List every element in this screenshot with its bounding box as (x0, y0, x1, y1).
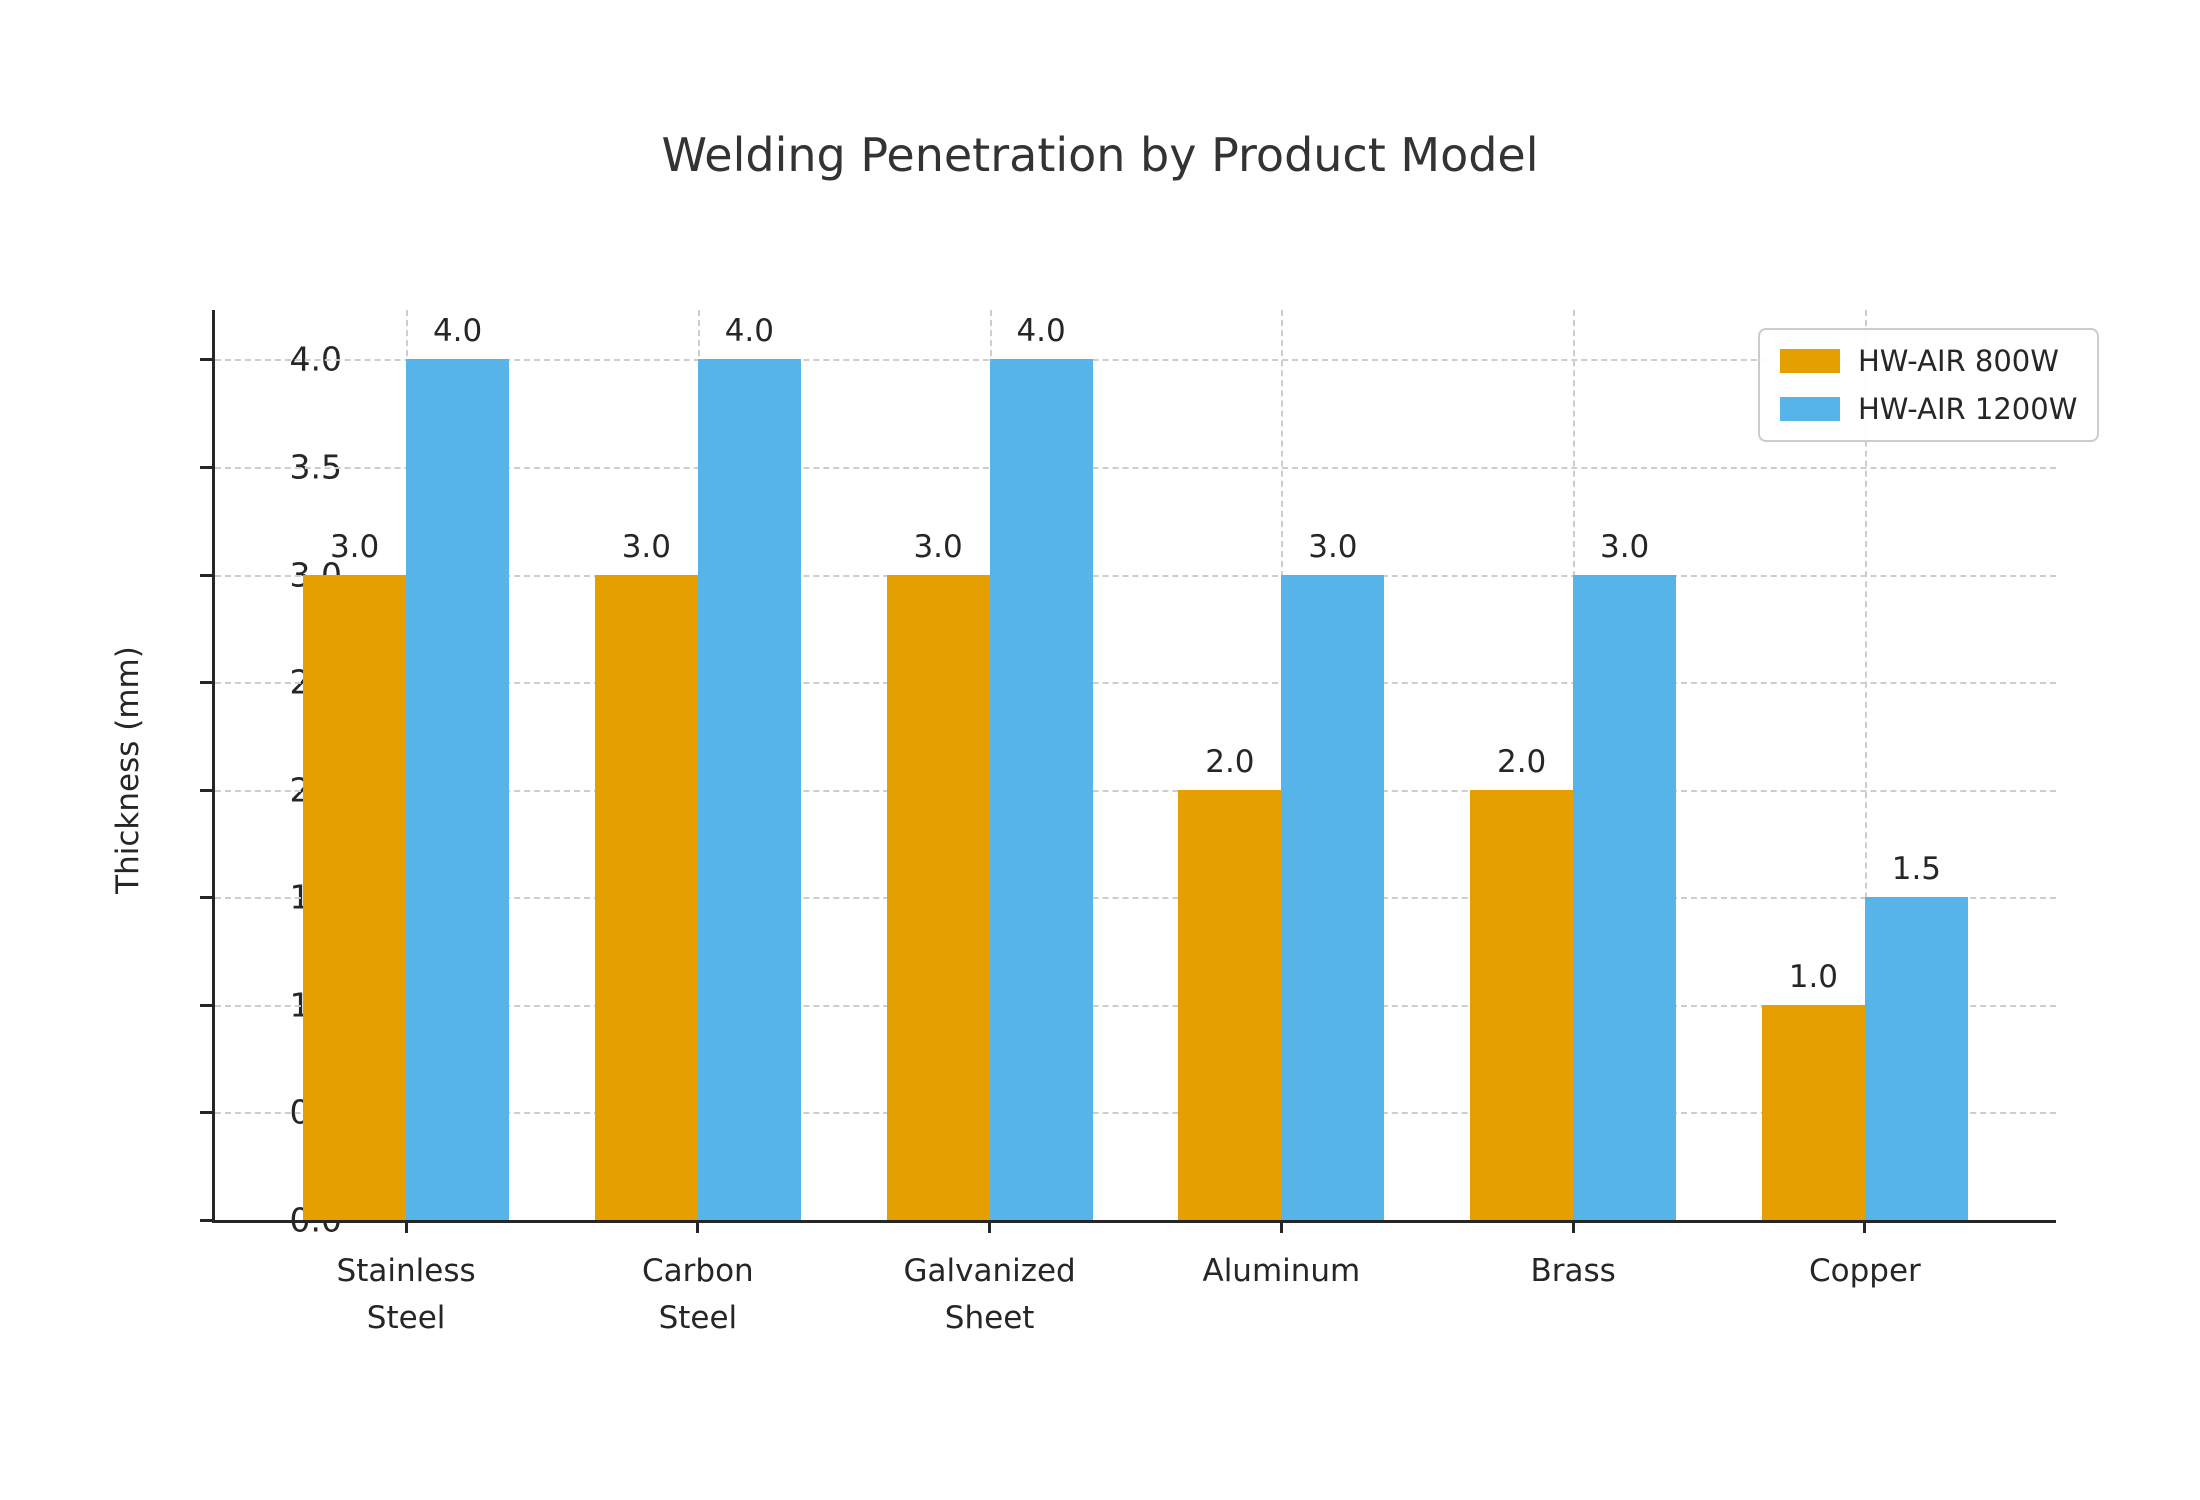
category-label-galvanized-sheet: Galvanized Sheet (903, 1253, 1076, 1336)
y-tick-mark (200, 358, 212, 362)
legend: HW-AIR 800W HW-AIR 1200W (1758, 328, 2100, 442)
bar-value-label: 3.0 (913, 528, 963, 565)
legend-swatch-icon (1780, 397, 1840, 421)
y-tick-mark (200, 788, 212, 792)
y-axis-spine (212, 310, 215, 1223)
h-gridline (215, 682, 2056, 685)
bar-hw-air-800w (1470, 789, 1574, 1220)
y-tick-mark (200, 573, 212, 577)
bar-value-label: 4.0 (724, 313, 775, 350)
plot-area: 3.0 4.0 3.0 4.0 3.0 4.0 2.0 3.0 2.0 3.0 1.0 1.5 (200, 310, 2056, 1233)
y-tick-mark (200, 1219, 212, 1222)
h-gridline (215, 359, 2056, 362)
bar-hw-air-1200w (1864, 897, 1968, 1220)
category-label-stainless-steel: Stainless Steel (336, 1253, 476, 1336)
h-gridline (215, 897, 2056, 900)
bar-value-label: 3.0 (1308, 528, 1358, 565)
bar-value-label: 4.0 (432, 313, 483, 350)
h-gridline (215, 467, 2056, 470)
category-label-aluminum: Aluminum (1202, 1253, 1361, 1289)
y-tick-mark (200, 1111, 212, 1115)
bar-value-label: 4.0 (1016, 313, 1066, 350)
h-gridline (215, 789, 2056, 792)
v-gridline (1864, 310, 1867, 1220)
x-tick-mark (404, 1223, 408, 1233)
legend-row: HW-AIR 1200W (1780, 392, 2077, 426)
bar-value-label: 3.0 (1599, 528, 1650, 565)
legend-swatch-icon (1780, 349, 1840, 373)
y-axis-label: Thickness (mm) (110, 646, 146, 894)
category-label-copper: Copper (1808, 1253, 1921, 1289)
bar-hw-air-1200w (989, 359, 1093, 1220)
category-label-brass: Brass (1530, 1253, 1616, 1289)
bar-value-label: 3.0 (621, 528, 672, 565)
bar-value-label: 3.0 (329, 528, 380, 565)
bar-hw-air-1200w (1573, 574, 1677, 1220)
category-label-carbon-steel: Carbon Steel (642, 1253, 754, 1336)
y-tick-mark (200, 466, 212, 470)
bar-hw-air-1200w (1281, 574, 1385, 1220)
bar-hw-air-800w (1178, 789, 1282, 1220)
bar-hw-air-800w (1761, 1004, 1865, 1220)
bar-hw-air-1200w (406, 359, 510, 1220)
bar-value-label: 2.0 (1205, 743, 1255, 780)
legend-label: HW-AIR 800W (1858, 344, 2059, 378)
x-tick-mark (1279, 1223, 1283, 1233)
legend-row: HW-AIR 800W (1780, 344, 2077, 378)
y-tick-mark (200, 896, 212, 900)
x-axis-spine (212, 1220, 2056, 1223)
bar-hw-air-800w (886, 574, 990, 1220)
bar-hw-air-800w (303, 574, 407, 1220)
x-tick-mark (696, 1223, 700, 1233)
h-gridline (215, 1004, 2056, 1007)
x-tick-mark (988, 1223, 992, 1233)
chart-title: Welding Penetration by Product Model (661, 128, 1539, 182)
bar-value-label: 2.0 (1496, 743, 1547, 780)
bar-hw-air-800w (594, 574, 698, 1220)
bar-hw-air-1200w (697, 359, 801, 1220)
bar-value-label: 1.5 (1891, 851, 1942, 888)
x-tick-mark (1863, 1223, 1867, 1233)
h-gridline (215, 574, 2056, 577)
h-gridline (215, 1112, 2056, 1115)
y-tick-mark (200, 1003, 212, 1007)
x-tick-mark (1571, 1223, 1575, 1233)
bar-value-label: 1.0 (1788, 958, 1839, 995)
y-tick-mark (200, 681, 212, 685)
legend-label: HW-AIR 1200W (1858, 392, 2078, 426)
